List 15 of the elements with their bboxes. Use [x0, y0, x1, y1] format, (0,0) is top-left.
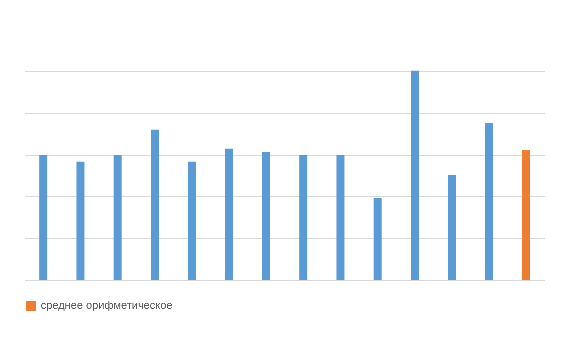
bar [151, 130, 159, 280]
legend-label: среднее орифметическое [41, 300, 173, 312]
bar [300, 154, 308, 280]
bar [76, 162, 85, 280]
bar [485, 122, 494, 280]
bar [374, 198, 382, 280]
bar [188, 162, 196, 280]
bar [225, 148, 234, 280]
bar [114, 154, 122, 280]
bar [262, 152, 270, 280]
bar [411, 70, 419, 280]
bar [448, 175, 456, 280]
bar [522, 150, 530, 280]
bar [336, 154, 345, 280]
bar [40, 154, 48, 280]
